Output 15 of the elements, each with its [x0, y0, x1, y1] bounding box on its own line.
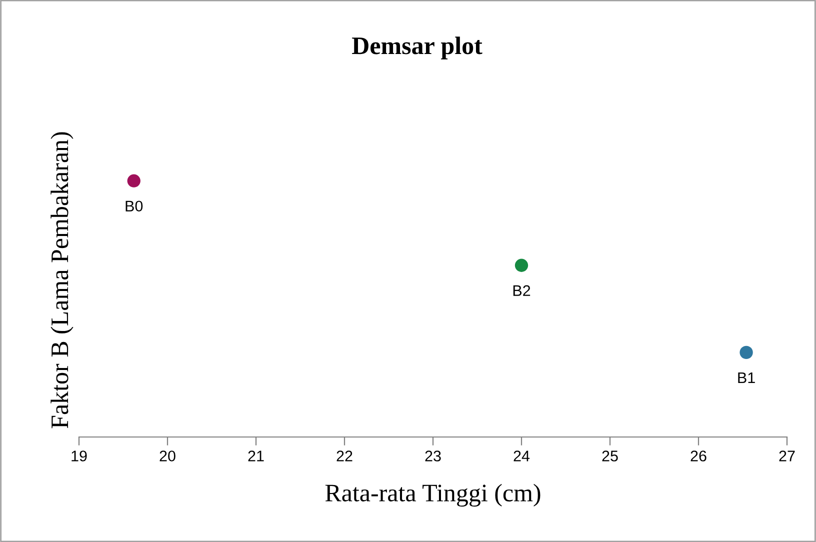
annotation: B1 [738, 372, 755, 383]
x-tick-label: 21 [248, 450, 264, 462]
x-tick-label: 27 [779, 450, 795, 462]
chart-title: Demsar plot [352, 36, 482, 60]
x-tick-label: 22 [336, 450, 352, 462]
x-tick-label: 24 [514, 450, 530, 462]
x-tick-label: 25 [602, 450, 618, 462]
x-tick-label: 26 [690, 450, 706, 462]
x-axis-title: Rata-rata Tinggi (cm) [325, 484, 540, 507]
x-tick-label: 20 [160, 450, 176, 462]
x-tick-label: 19 [72, 450, 87, 462]
y-axis-title: Faktor B (Lama Pembakaran) [50, 132, 74, 428]
annotation: B0 [126, 200, 143, 212]
x-tick-label: 23 [425, 450, 441, 462]
annotation: B2 [513, 285, 530, 296]
